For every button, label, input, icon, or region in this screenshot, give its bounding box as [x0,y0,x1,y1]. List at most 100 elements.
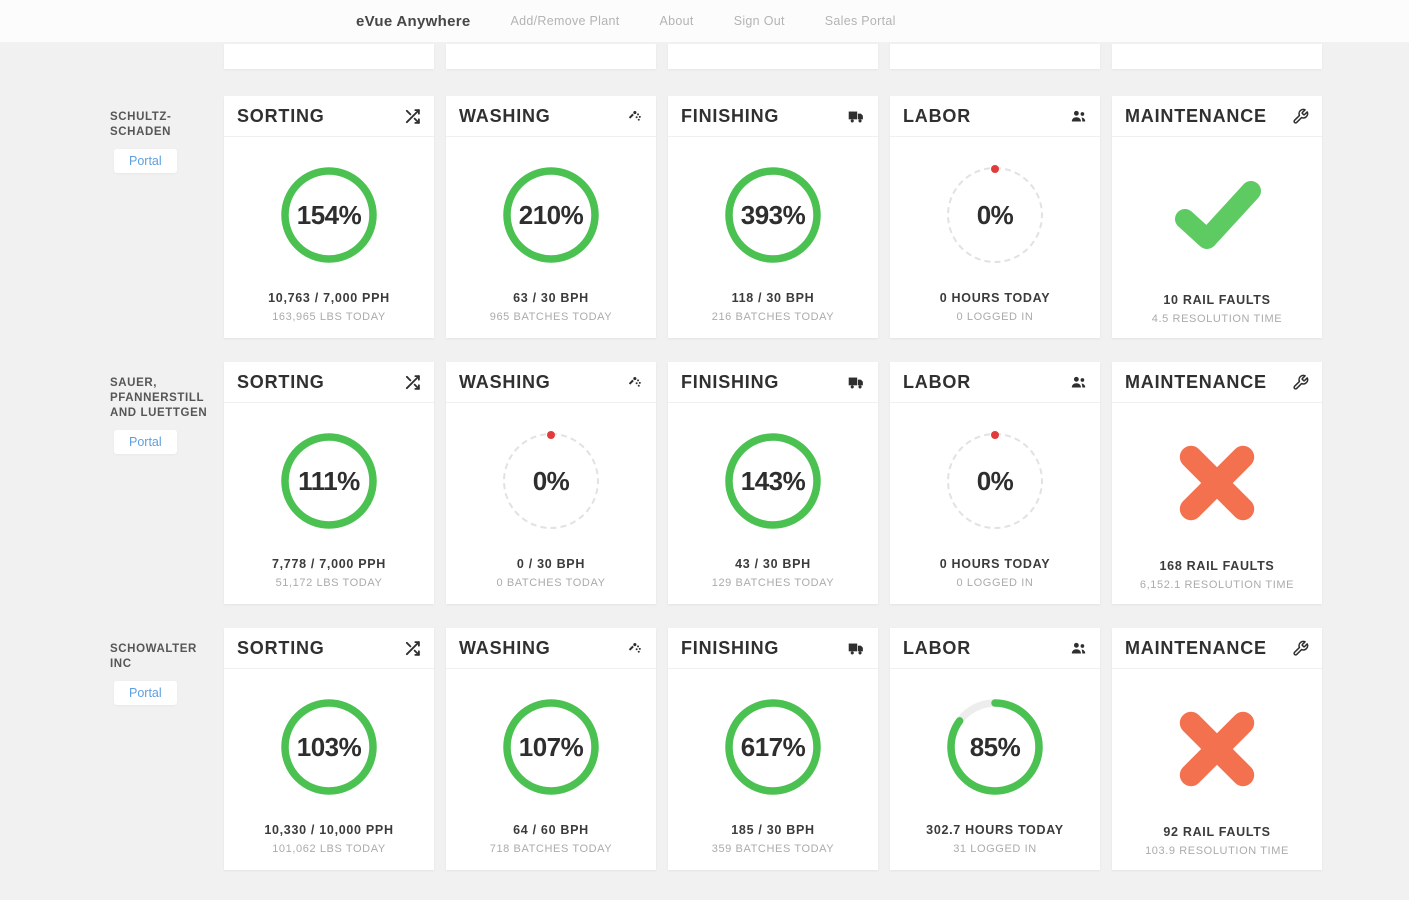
card-labor[interactable]: LABOR 85% 302.7 HOURS TODAY 31 LOGGED IN [890,628,1100,870]
stat-primary: 0 HOURS TODAY [939,557,1051,571]
gauge-percent: 617% [740,731,806,762]
card-body: 103% 10,330 / 10,000 PPH 101,062 LBS TODAY [224,669,434,855]
wrench-icon [1291,639,1309,657]
card-body: 0% 0 HOURS TODAY 0 LOGGED IN [890,137,1100,323]
card-title: WASHING [459,371,551,392]
card-sorting[interactable]: SORTING 154% 10,763 / 7,000 PPH 163,965 LBS… [224,96,434,338]
gauge-percent: 0% [532,465,570,496]
plant-label: SAUER, PFANNERSTILL AND LUETTGEN Portal [110,362,212,604]
card-header: SORTING [224,96,434,137]
card-body: 107% 64 / 60 BPH 718 BATCHES TODAY [446,669,656,855]
partial-row-below [224,894,1409,900]
stat-primary: 118 / 30 BPH [731,291,815,305]
card-header: WASHING [446,628,656,669]
card-washing[interactable]: WASHING 0% 0 / 30 BPH 0 BATCHES TODAY [446,362,656,604]
gauge-percent: 111% [298,465,360,496]
card-maintenance[interactable]: MAINTENANCE 168 RAIL FAULTS 6,152.1 RESOLU… [1112,362,1322,604]
stat-secondary: 103.9 RESOLUTION TIME [1145,845,1289,857]
partial-card [890,44,1100,69]
card-title: MAINTENANCE [1125,105,1267,126]
stat-secondary: 0 LOGGED IN [956,577,1034,589]
gauge-percent: 0% [976,465,1014,496]
card-labor[interactable]: LABOR 0% 0 HOURS TODAY 0 LOGGED IN [890,362,1100,604]
stat-primary: 43 / 30 BPH [735,557,811,571]
stat-primary: 7,778 / 7,000 PPH [271,557,387,571]
card-finishing[interactable]: FINISHING 143% 43 / 30 BPH 129 BATCHES TODA… [668,362,878,604]
card-header: SORTING [224,362,434,403]
stat-primary: 302.7 HOURS TODAY [926,823,1064,837]
card-title: SORTING [237,371,325,392]
gauge-percent: 103% [296,731,362,762]
card-title: SORTING [237,637,325,658]
card-title: FINISHING [681,637,780,658]
card-finishing[interactable]: FINISHING 617% 185 / 30 BPH 359 BATCHES TOD… [668,628,878,870]
app-brand[interactable]: eVue Anywhere [356,12,471,30]
nav-link-about[interactable]: About [659,14,694,28]
stat-secondary: 6,152.1 RESOLUTION TIME [1139,579,1295,591]
wrench-icon [1291,107,1309,125]
stat-secondary: 718 BATCHES TODAY [489,843,613,855]
card-washing[interactable]: WASHING 210% 63 / 30 BPH 965 BATCHES TODAY [446,96,656,338]
card-header: SORTING [224,628,434,669]
card-title: MAINTENANCE [1125,371,1267,392]
truck-icon [847,373,865,391]
progress-ring-empty: 0% [503,431,599,529]
nav-link-sign-out[interactable]: Sign Out [733,14,785,28]
card-body: 0% 0 HOURS TODAY 0 LOGGED IN [890,403,1100,589]
plant-row: SCHOWALTER INC Portal SORTING 103% 10,330 / … [110,628,1409,870]
gauge-percent: 0% [976,199,1014,230]
partial-card [224,44,434,69]
users-icon [1069,373,1087,391]
card-title: FINISHING [681,105,780,126]
card-body: 10 RAIL FAULTS 4.5 RESOLUTION TIME [1112,137,1322,325]
shuffle-icon [403,639,421,657]
portal-link[interactable]: Portal [114,680,177,705]
portal-link[interactable]: Portal [114,148,177,173]
card-title: FINISHING [681,371,780,392]
progress-ring: 617% [725,699,821,795]
card-finishing[interactable]: FINISHING 393% 118 / 30 BPH 216 BATCHES TOD… [668,96,878,338]
stat-primary: 168 RAIL FAULTS [1159,559,1275,573]
partial-card [668,44,878,69]
nav-link-add-remove-plant[interactable]: Add/Remove Plant [510,14,620,28]
x-icon [1167,699,1267,797]
card-title: SORTING [237,105,325,126]
card-title: LABOR [903,637,971,658]
card-header: MAINTENANCE [1112,96,1322,137]
stat-secondary: 31 LOGGED IN [953,843,1037,855]
nav-link-sales-portal[interactable]: Sales Portal [824,14,896,28]
stat-primary: 10,330 / 10,000 PPH [264,823,394,837]
shower-icon [625,107,643,125]
card-washing[interactable]: WASHING 107% 64 / 60 BPH 718 BATCHES TODAY [446,628,656,870]
nav-links-group: eVue Anywhere Add/Remove Plant About Sig… [356,0,896,42]
card-maintenance[interactable]: MAINTENANCE 10 RAIL FAULTS 4.5 RESOLUTION … [1112,96,1322,338]
card-header: WASHING [446,362,656,403]
portal-link[interactable]: Portal [114,429,177,454]
shower-icon [625,639,643,657]
stat-primary: 10 RAIL FAULTS [1163,293,1271,307]
card-sorting[interactable]: SORTING 103% 10,330 / 10,000 PPH 101,062 LB… [224,628,434,870]
card-sorting[interactable]: SORTING 111% 7,778 / 7,000 PPH 51,172 LBS T… [224,362,434,604]
stat-primary: 185 / 30 BPH [731,823,815,837]
card-maintenance[interactable]: MAINTENANCE 92 RAIL FAULTS 103.9 RESOLUTIO… [1112,628,1322,870]
card-labor[interactable]: LABOR 0% 0 HOURS TODAY 0 LOGGED IN [890,96,1100,338]
card-header: FINISHING [668,96,878,137]
stat-secondary: 163,965 LBS TODAY [272,311,386,323]
top-navbar: eVue Anywhere Add/Remove Plant About Sig… [0,0,1409,42]
stat-primary: 10,763 / 7,000 PPH [268,291,390,305]
truck-icon [847,107,865,125]
wrench-icon [1291,373,1309,391]
card-title: LABOR [903,105,971,126]
users-icon [1069,107,1087,125]
plant-label: SCHULTZ-SCHADEN Portal [110,96,212,338]
card-body: 92 RAIL FAULTS 103.9 RESOLUTION TIME [1112,669,1322,857]
card-body: 0% 0 / 30 BPH 0 BATCHES TODAY [446,403,656,589]
progress-ring: 111% [281,433,377,529]
stat-secondary: 965 BATCHES TODAY [489,311,613,323]
users-icon [1069,639,1087,657]
card-header: MAINTENANCE [1112,628,1322,669]
gauge-marker-dot [991,431,999,439]
card-body: 143% 43 / 30 BPH 129 BATCHES TODAY [668,403,878,589]
truck-icon [847,639,865,657]
stat-secondary: 0 BATCHES TODAY [496,577,606,589]
